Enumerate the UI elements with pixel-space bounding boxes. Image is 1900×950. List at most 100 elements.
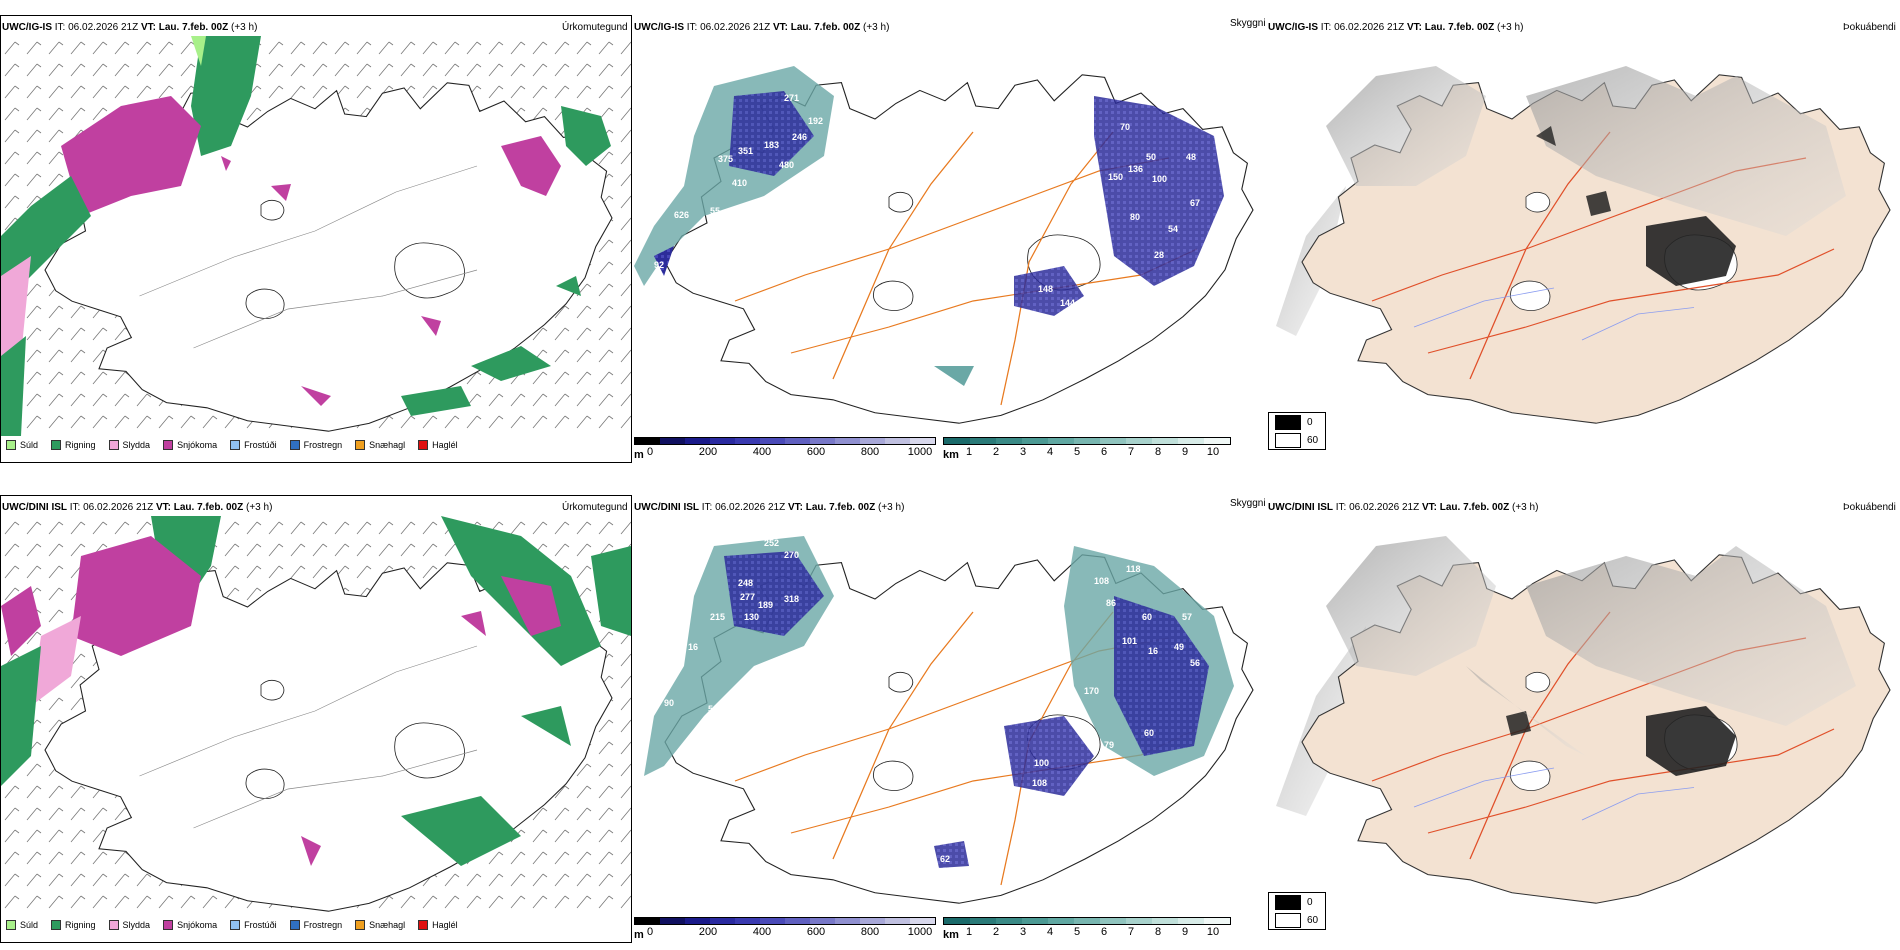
vis-value-label: 277 xyxy=(740,592,755,602)
fog-legend: 0 60 xyxy=(1268,412,1326,450)
precip-map xyxy=(1,36,631,436)
legend-swatch xyxy=(230,440,241,450)
legend-item: Frostúði xyxy=(230,920,277,930)
height-colorbar: 0 200 400 600 800 1000 m xyxy=(634,917,936,941)
tick-label: 4 xyxy=(1046,446,1054,458)
vis-value-label: 410 xyxy=(732,178,747,188)
vis-value-label: 86 xyxy=(1106,598,1116,608)
tick-label: 5 xyxy=(1073,926,1081,938)
legend-item: Rigning xyxy=(51,920,96,930)
vis-title: Skyggni xyxy=(1230,18,1266,29)
it-label: IT: xyxy=(1320,22,1332,33)
tick-label: 800 xyxy=(860,926,880,938)
tick-label: 0 xyxy=(646,446,654,458)
vis-value-label: 626 xyxy=(674,210,689,220)
vis-value-label: 54 xyxy=(1168,224,1178,234)
legend-item: Rigning xyxy=(51,440,96,450)
precip-frame xyxy=(0,15,632,463)
legend-item: Snjókoma xyxy=(163,440,217,450)
fog-map xyxy=(1276,66,1891,424)
legend-swatch xyxy=(51,920,62,930)
visibility-unit: km xyxy=(943,929,959,941)
vis-value-label: 148 xyxy=(1038,284,1053,294)
tick-label: 200 xyxy=(698,926,718,938)
model-name: UWC/IG-IS xyxy=(634,22,684,33)
legend-swatch xyxy=(108,920,119,930)
vis-value-label: 248 xyxy=(738,578,753,588)
vis-value-label: 318 xyxy=(784,594,799,604)
height-colorbar-bar xyxy=(634,917,936,925)
it-label: IT: xyxy=(1335,502,1347,513)
vis-value-label: 170 xyxy=(1084,686,1099,696)
visibility-colorbar-ticks: 1 2 3 4 5 6 7 8 9 10 xyxy=(943,925,1231,938)
legend-item: Snæhagl xyxy=(355,440,405,450)
fog-swatch xyxy=(1275,432,1301,448)
vis-value-label: 16 xyxy=(1148,646,1158,656)
vis-value-label: 55 xyxy=(710,206,720,216)
tick-label: 400 xyxy=(752,446,772,458)
vis-value-label: 79 xyxy=(1104,740,1114,750)
legend-swatch xyxy=(289,440,300,450)
legend-swatch xyxy=(51,440,62,450)
tick-label: 6 xyxy=(1100,446,1108,458)
vis-value-label: 16 xyxy=(688,642,698,652)
vis-value-label: 50 xyxy=(1146,152,1156,162)
tick-label: 7 xyxy=(1127,446,1135,458)
vis-value-label: 150 xyxy=(1108,172,1123,182)
vis-header: UWC/DINI ISL IT: 06.02.2026 21Z VT: Lau.… xyxy=(634,502,904,513)
vis-value-label: 215 xyxy=(710,612,725,622)
vis-value-label: 28 xyxy=(1154,250,1164,260)
tick-label: 600 xyxy=(806,446,826,458)
valid-time: Lau. 7.feb. 00Z xyxy=(1439,502,1510,513)
it-label: IT: xyxy=(69,502,81,513)
visibility-colorbar: 1 2 3 4 5 6 7 8 9 10 km xyxy=(943,437,1231,461)
legend-item: Snæhagl xyxy=(355,920,405,930)
vis-title: Skyggni xyxy=(1230,498,1266,509)
vis-value-label: 80 xyxy=(1130,212,1140,222)
tick-label: 2 xyxy=(992,926,1000,938)
tick-label: 1 xyxy=(965,926,973,938)
init-time: 06.02.2026 21Z xyxy=(68,22,139,33)
fog-legend-item: 0 xyxy=(1269,893,1325,911)
vt-label: VT: xyxy=(140,22,156,33)
vt-label: VT: xyxy=(155,502,171,513)
valid-time: Lau. 7.feb. 00Z xyxy=(173,502,244,513)
model-name: UWC/DINI ISL xyxy=(1268,502,1333,513)
legend-swatch xyxy=(418,440,429,450)
vis-value-label: 246 xyxy=(792,132,807,142)
precip-title: Úrkomutegund xyxy=(562,22,628,33)
fog-title: Þokuábendi xyxy=(1843,22,1896,33)
precip-title: Úrkomutegund xyxy=(562,502,628,513)
vis-value-label: 67 xyxy=(1190,198,1200,208)
fog-title: Þokuábendi xyxy=(1843,502,1896,513)
legend-item: Súld xyxy=(6,440,38,450)
precip-frame xyxy=(0,495,632,943)
tick-label: 9 xyxy=(1181,446,1189,458)
vis-value-label: 92 xyxy=(654,260,664,270)
lead-time: (+3 h) xyxy=(1512,502,1539,513)
vis-value-label: 135 xyxy=(1060,334,1075,344)
vis-value-label: 62 xyxy=(940,854,950,864)
tick-label: 9 xyxy=(1181,926,1189,938)
height-colorbar-ticks: 0 200 400 600 800 1000 xyxy=(634,925,936,938)
fog-legend: 0 60 xyxy=(1268,892,1326,930)
vis-value-label: 118 xyxy=(1126,564,1141,574)
lead-time: (+3 h) xyxy=(231,22,258,33)
valid-time: Lau. 7.feb. 00Z xyxy=(1424,22,1495,33)
vis-value-label: 49 xyxy=(1174,642,1184,652)
tick-label: 8 xyxy=(1154,446,1162,458)
valid-time: Lau. 7.feb. 00Z xyxy=(805,502,876,513)
vt-label: VT: xyxy=(1406,22,1422,33)
precip-legend: Súld Rigning Slydda Snjókoma Frostúði Fr… xyxy=(6,440,471,450)
init-time: 06.02.2026 21Z xyxy=(715,502,786,513)
legend-swatch xyxy=(6,920,16,930)
lead-time: (+3 h) xyxy=(246,502,273,513)
vis-value-label: 57 xyxy=(1182,612,1192,622)
legend-item: Slydda xyxy=(108,920,150,930)
fog-swatch xyxy=(1275,912,1301,928)
model-name: UWC/IG-IS xyxy=(2,22,52,33)
visibility-colorbar-bar xyxy=(943,917,1231,925)
legend-item: Slydda xyxy=(108,440,150,450)
tick-label: 2 xyxy=(992,446,1000,458)
legend-swatch xyxy=(6,440,16,450)
